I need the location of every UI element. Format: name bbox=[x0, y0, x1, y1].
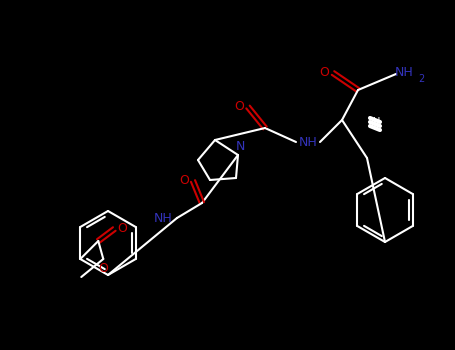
Text: O: O bbox=[179, 175, 189, 188]
Text: NH: NH bbox=[394, 66, 414, 79]
Text: O: O bbox=[234, 99, 244, 112]
Text: NH: NH bbox=[298, 135, 318, 148]
Text: O: O bbox=[117, 222, 127, 235]
Text: H: H bbox=[373, 117, 381, 127]
Text: O: O bbox=[319, 66, 329, 79]
Text: O: O bbox=[98, 262, 108, 275]
Text: N: N bbox=[235, 140, 245, 154]
Text: 2: 2 bbox=[418, 74, 424, 84]
Text: NH: NH bbox=[154, 211, 172, 224]
